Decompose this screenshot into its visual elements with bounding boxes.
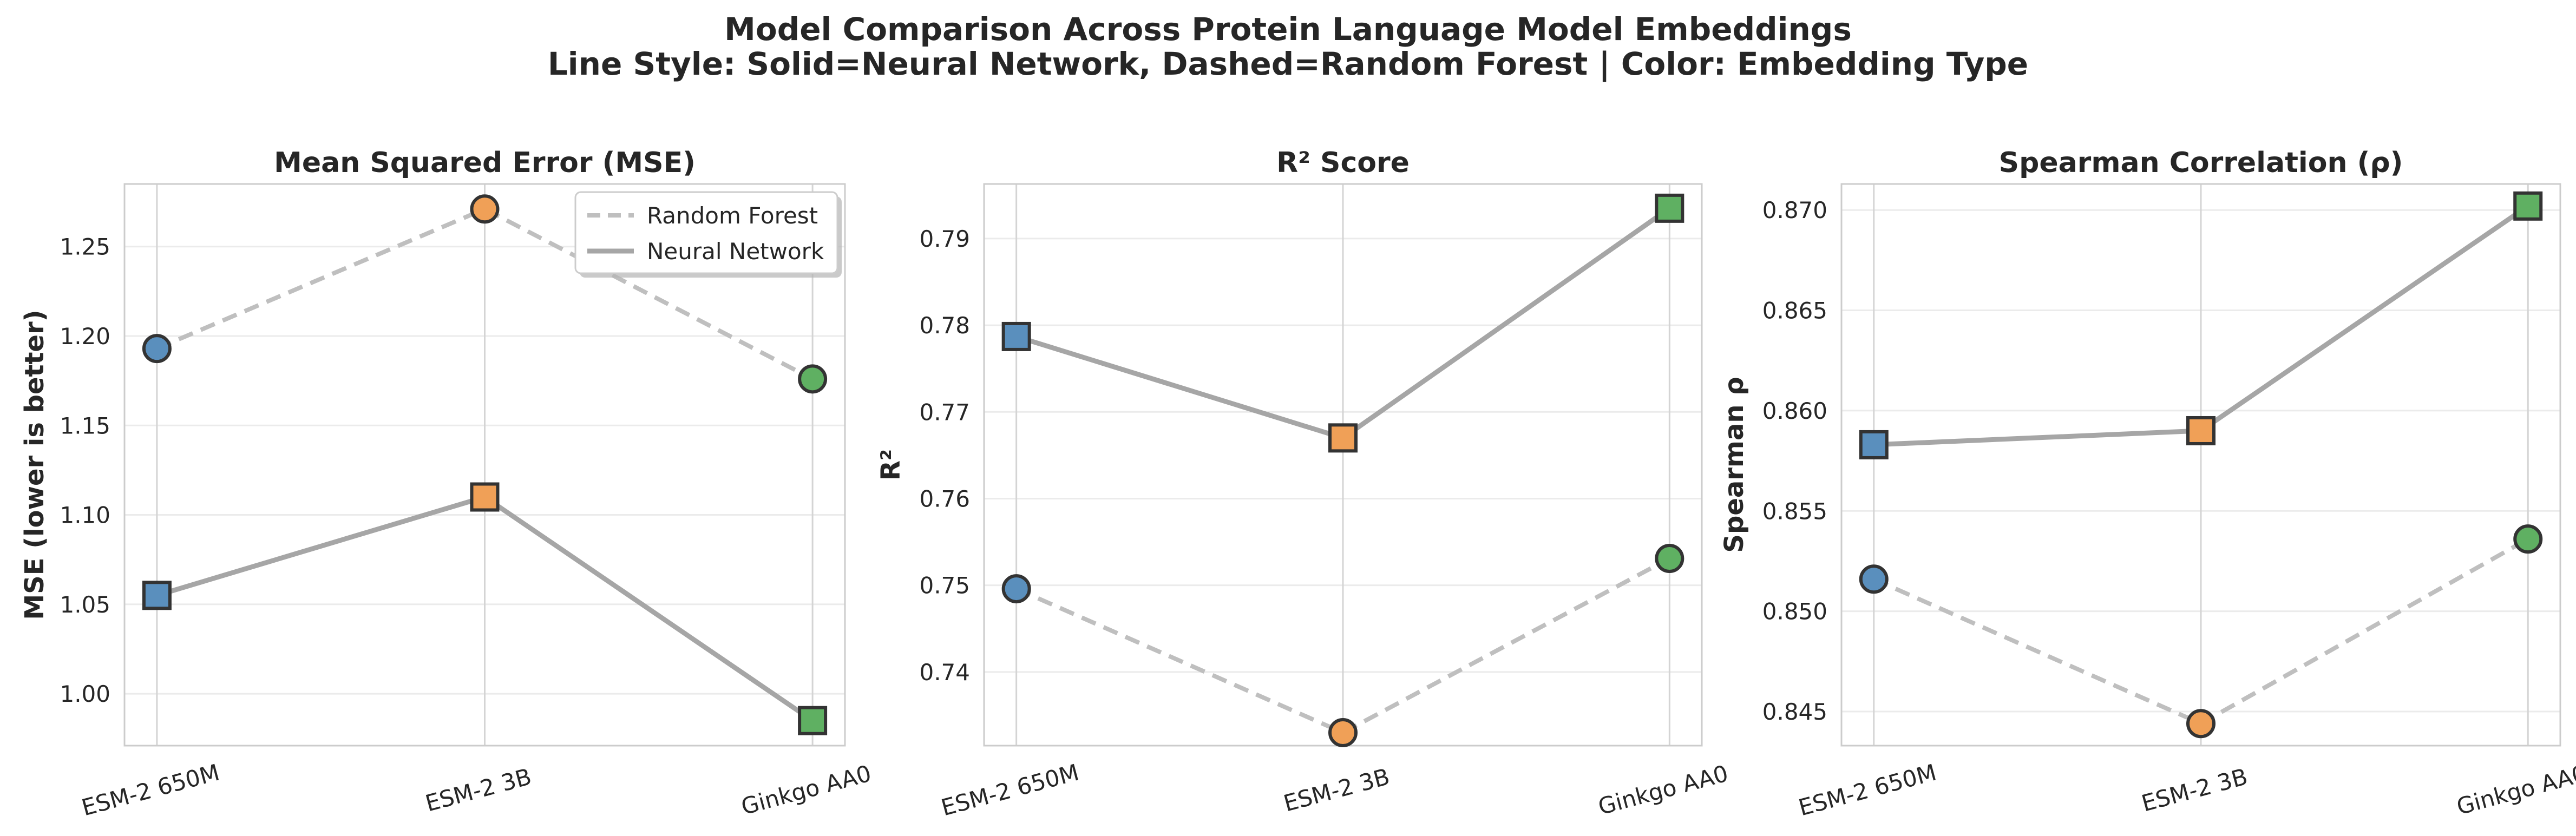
neural-network-point [142, 581, 172, 610]
neural-network-point [1859, 430, 1889, 459]
chart-panel-3: 0.845 0.850 0.855 0.860 0.865 0.870 ESM-2 650M… [1719, 147, 2576, 821]
x-tick-label: ESM-2 650M [79, 759, 222, 821]
y-tick-label: 0.77 [919, 399, 970, 425]
y-tick-label: 0.76 [919, 485, 970, 512]
random-forest-line [1015, 556, 1671, 735]
x-tick-label: ESM-2 3B [2139, 763, 2250, 817]
y-axis-label: R² [876, 449, 906, 480]
x-tick-label: Ginkgo AA0 [2454, 760, 2576, 820]
neural-network-point [1001, 321, 1031, 351]
y-tick-label: 1.20 [60, 323, 110, 350]
x-tick-label: ESM-2 3B [1281, 763, 1392, 817]
y-tick-label: 0.79 [919, 226, 970, 252]
axes-frame [1840, 183, 2561, 747]
x-tick-label: ESM-2 650M [1796, 759, 1939, 821]
neural-network-point [798, 706, 828, 735]
y-tick-label: 0.855 [1762, 498, 1827, 524]
figure-title-line-2: Line Style: Solid=Neural Network, Dashed… [547, 45, 2029, 82]
x-tick-label: ESM-2 650M [938, 759, 1081, 821]
y-tick-label: 0.75 [919, 572, 970, 599]
panel-title: Spearman Correlation (ρ) [1999, 147, 2403, 179]
y-axis-label: Spearman ρ [1719, 377, 1749, 552]
panel-title: Mean Squared Error (MSE) [274, 147, 696, 179]
y-tick-label: 1.25 [60, 234, 110, 260]
y-tick-label: 1.15 [60, 412, 110, 439]
random-forest-point [798, 364, 828, 394]
y-tick-label: 1.10 [60, 502, 110, 529]
random-forest-line [156, 206, 814, 381]
random-forest-point [470, 194, 500, 224]
y-tick-label: 0.74 [919, 659, 970, 686]
random-forest-point [1001, 574, 1031, 604]
neural-network-point [2513, 191, 2543, 221]
neural-network-point [1328, 423, 1358, 453]
chart-panel-1: 1.00 1.05 1.10 1.15 1.20 1.25 ESM-2 650M ESM-2 … [19, 147, 874, 821]
y-tick-label: 0.860 [1762, 398, 1827, 424]
random-forest-point [1655, 544, 1684, 573]
figure-title-line-1: Model Comparison Across Protein Language… [724, 11, 1852, 48]
random-forest-point [1859, 564, 1889, 594]
x-tick-label: Ginkgo AA0 [738, 760, 874, 820]
neural-network-point [1655, 193, 1684, 223]
y-tick-label: 1.00 [60, 681, 110, 707]
y-axis-label: MSE (lower is better) [19, 310, 50, 620]
random-forest-point [2513, 524, 2543, 554]
random-forest-point [2186, 709, 2216, 739]
y-tick-label: 1.05 [60, 591, 110, 618]
panel-title: R² Score [1276, 147, 1410, 179]
legend-label: Random Forest [647, 202, 818, 229]
x-tick-label: ESM-2 3B [423, 763, 534, 817]
neural-network-point [470, 482, 500, 512]
random-forest-point [142, 334, 172, 364]
random-forest-point [1328, 717, 1358, 747]
legend: Random Forest Neural Network [574, 191, 842, 278]
axes-frame [123, 183, 846, 747]
legend-label: Neural Network [647, 238, 824, 265]
neural-network-point [2186, 416, 2216, 445]
y-tick-label: 0.78 [919, 312, 970, 339]
y-tick-label: 0.845 [1762, 699, 1827, 725]
y-tick-label: 0.850 [1762, 598, 1827, 625]
y-tick-label: 0.865 [1762, 298, 1827, 324]
chart-panel-2: 0.74 0.75 0.76 0.77 0.78 0.79 ESM-2 650M ESM-2 … [876, 147, 1731, 821]
y-tick-label: 0.870 [1762, 197, 1827, 223]
x-tick-label: Ginkgo AA0 [1595, 760, 1731, 820]
legend-box [574, 191, 838, 274]
